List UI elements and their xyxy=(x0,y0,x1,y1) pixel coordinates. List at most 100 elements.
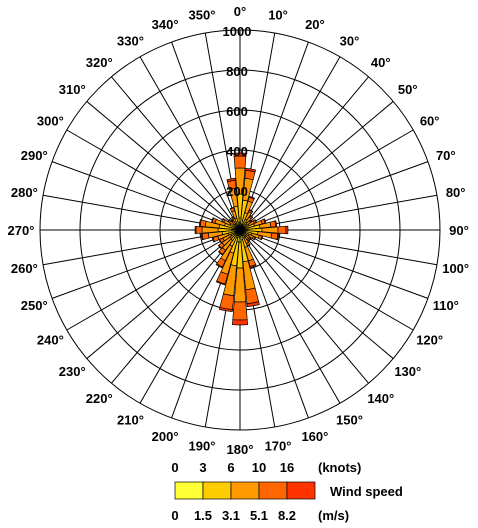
rose-bar-270-bin3 xyxy=(195,226,203,234)
grid-spoke-110 xyxy=(239,229,429,299)
grid-spoke-220 xyxy=(111,229,241,384)
grid-spoke-300 xyxy=(66,129,241,231)
direction-label-290: 290° xyxy=(21,148,48,163)
legend-knots-tick-0: 0 xyxy=(171,460,178,475)
direction-label-100: 100° xyxy=(442,261,469,276)
rose-bar-230-bin4 xyxy=(217,244,222,250)
grid-spoke-310 xyxy=(86,101,241,231)
rose-bar-30-bin4 xyxy=(248,209,254,213)
grid-spoke-50 xyxy=(239,101,394,231)
grid-spoke-240 xyxy=(66,229,241,331)
direction-label-300: 300° xyxy=(37,114,64,129)
rose-bar-290-bin4 xyxy=(211,217,215,223)
rose-bar-190-bin3 xyxy=(219,293,235,311)
legend-knots-unit: (knots) xyxy=(318,460,361,475)
wind-rose-bars xyxy=(194,152,289,326)
rose-bar-110-bin4 xyxy=(260,235,264,241)
rose-bar-120-bin4 xyxy=(253,236,257,241)
grid-spoke-250 xyxy=(51,229,241,299)
direction-label-50: 50° xyxy=(398,82,418,97)
rose-bar-180-bin3 xyxy=(232,301,248,321)
direction-label-120: 120° xyxy=(416,333,443,348)
legend-ms-tick-1: 1.5 xyxy=(194,508,212,523)
rose-bar-0-bin4 xyxy=(233,152,247,157)
direction-label-310: 310° xyxy=(59,82,86,97)
radial-tick-label-600: 600 xyxy=(226,104,248,119)
grid-spoke-230 xyxy=(86,229,241,359)
legend-swatch-3 xyxy=(258,481,288,500)
direction-label-230: 230° xyxy=(59,364,86,379)
rose-bar-200-bin4 xyxy=(215,280,226,286)
legend-knots-tick-4: 16 xyxy=(280,460,294,475)
direction-label-10: 10° xyxy=(268,7,288,22)
direction-label-330: 330° xyxy=(117,33,144,48)
rose-bar-40-bin4 xyxy=(249,214,254,218)
rose-bar-310-bin4 xyxy=(227,218,231,223)
grid-spoke-150 xyxy=(239,229,341,404)
grid-spoke-140 xyxy=(239,229,369,384)
direction-label-170: 170° xyxy=(265,439,292,454)
rose-bar-260-bin4 xyxy=(200,233,204,241)
radial-tick-labels: 200 400 600 800 1000 xyxy=(223,24,252,199)
direction-label-270: 270° xyxy=(8,223,35,238)
rose-bar-90-bin3 xyxy=(277,225,287,235)
legend-knots-tick-3: 10 xyxy=(252,460,266,475)
direction-label-60: 60° xyxy=(420,114,440,129)
grid-spoke-120 xyxy=(239,229,414,331)
direction-label-340: 340° xyxy=(152,17,179,32)
legend-swatch-0 xyxy=(174,481,204,500)
radial-tick-label-800: 800 xyxy=(226,64,248,79)
direction-label-320: 320° xyxy=(86,55,113,70)
legend-ms-ticks: 0 1.5 3.1 5.1 8.2 xyxy=(171,508,296,523)
direction-label-240: 240° xyxy=(37,333,64,348)
grid-spoke-30 xyxy=(239,56,341,231)
rose-bar-160-bin4 xyxy=(249,264,257,269)
legend-knots-ticks: 0 3 6 10 16 xyxy=(171,460,294,475)
rose-bar-80-bin4 xyxy=(274,220,278,227)
legend-ms-tick-3: 5.1 xyxy=(250,508,268,523)
rose-bar-170-bin3 xyxy=(245,287,260,305)
grid-spoke-340 xyxy=(171,41,241,231)
rose-bar-210-bin4 xyxy=(215,263,223,269)
grid-spoke-40 xyxy=(239,76,369,231)
legend-color-bar xyxy=(174,481,316,500)
rose-bar-300-bin4 xyxy=(221,217,225,222)
legend-knots-tick-1: 3 xyxy=(199,460,206,475)
direction-label-0: 0° xyxy=(234,4,246,19)
rose-bar-220-bin4 xyxy=(218,250,224,256)
rose-bar-250-bin4 xyxy=(211,237,216,243)
grid-spoke-330 xyxy=(139,56,241,231)
direction-label-80: 80° xyxy=(446,185,466,200)
direction-label-160: 160° xyxy=(301,429,328,444)
direction-label-20: 20° xyxy=(305,17,325,32)
legend-swatch-4 xyxy=(286,481,316,500)
direction-label-220: 220° xyxy=(86,391,113,406)
rose-bar-190-bin4 xyxy=(218,306,233,313)
grid-spoke-320 xyxy=(111,76,241,231)
radial-tick-label-1000: 1000 xyxy=(223,24,252,39)
direction-label-190: 190° xyxy=(189,439,216,454)
rose-bar-270-bin4 xyxy=(194,226,197,234)
direction-label-150: 150° xyxy=(336,413,363,428)
grid-spoke-130 xyxy=(239,229,394,359)
rose-bar-180-bin4 xyxy=(232,319,248,326)
direction-label-30: 30° xyxy=(340,33,360,48)
direction-label-260: 260° xyxy=(11,261,38,276)
legend-ms-unit: (m/s) xyxy=(318,508,349,523)
rose-bar-20-bin4 xyxy=(248,195,256,200)
direction-label-180: 180° xyxy=(227,442,254,457)
grid-spoke-60 xyxy=(239,129,414,231)
direction-label-280: 280° xyxy=(11,185,38,200)
rose-bar-10-bin4 xyxy=(245,167,257,173)
direction-label-40: 40° xyxy=(371,55,391,70)
legend-title: Wind speed xyxy=(330,484,403,499)
direction-labels: 0° 10° 20° 30° 40° 50° 60° 70° 80° 90° 100° 110° 120… xyxy=(8,4,470,457)
direction-label-90: 90° xyxy=(449,223,469,238)
rose-bar-100-bin4 xyxy=(276,233,280,241)
direction-label-130: 130° xyxy=(394,364,421,379)
legend-ms-tick-4: 8.2 xyxy=(278,508,296,523)
direction-label-250: 250° xyxy=(21,298,48,313)
grid-spoke-70 xyxy=(239,161,429,231)
rose-bar-350-bin4 xyxy=(226,177,236,183)
direction-label-210: 210° xyxy=(117,413,144,428)
